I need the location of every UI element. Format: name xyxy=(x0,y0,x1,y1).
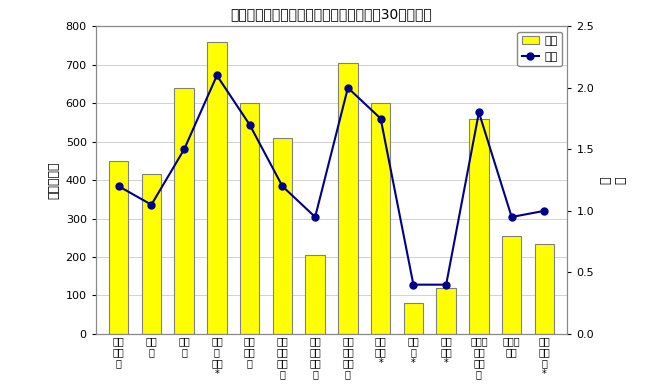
Bar xyxy=(371,103,391,334)
Bar xyxy=(403,303,424,334)
Bar xyxy=(436,288,456,334)
Bar xyxy=(109,161,128,334)
Bar xyxy=(502,236,522,334)
Bar xyxy=(534,244,554,334)
Bar xyxy=(469,119,489,334)
Y-axis label: 月
数: 月 数 xyxy=(600,176,628,184)
Bar xyxy=(142,174,161,334)
Bar xyxy=(174,88,194,334)
Title: 産業別夏季賞与の支給状況（事業所規模30人以上）: 産業別夏季賞与の支給状況（事業所規模30人以上） xyxy=(230,7,432,21)
Bar xyxy=(338,63,358,334)
Legend: 金額, 月数: 金額, 月数 xyxy=(518,32,562,66)
Bar xyxy=(273,138,292,334)
Y-axis label: 金額　千円: 金額 千円 xyxy=(47,161,60,199)
Bar xyxy=(207,42,226,334)
Bar xyxy=(240,103,259,334)
Bar xyxy=(305,255,325,334)
